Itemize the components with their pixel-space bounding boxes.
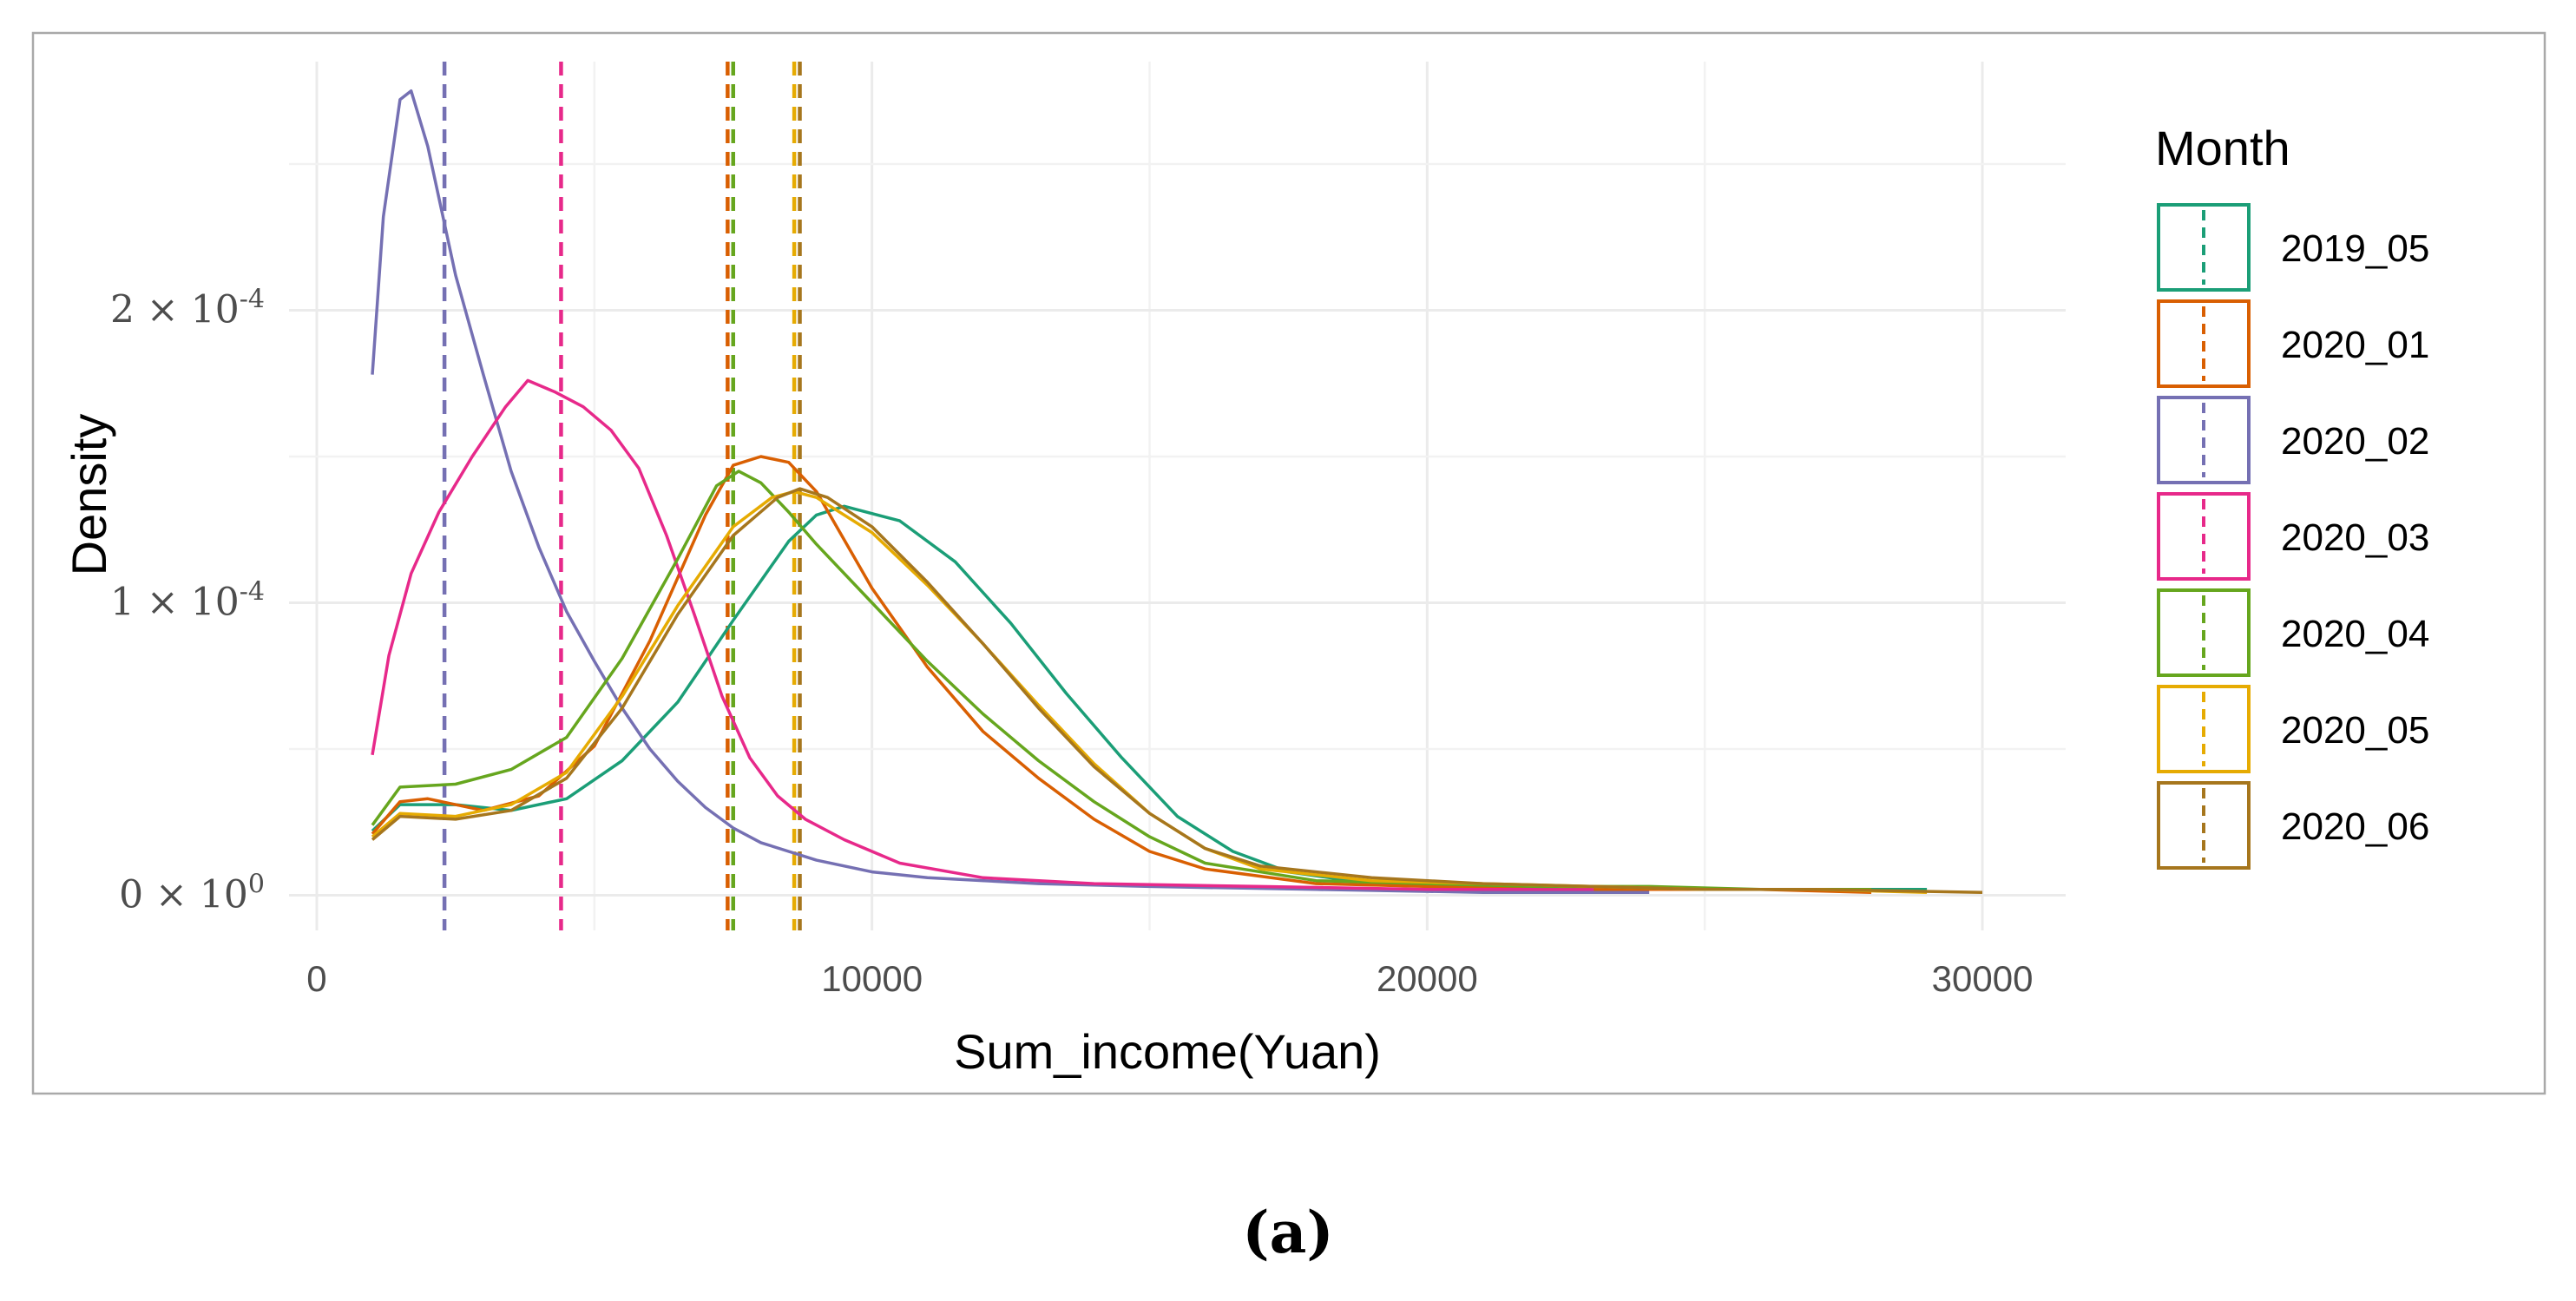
density-curves	[371, 89, 1983, 894]
y-tick-label: 0 × 100	[119, 870, 265, 917]
legend-label: 2020_06	[2281, 805, 2429, 848]
figure-caption: (a)	[1242, 1199, 1333, 1266]
legend-item-2020_02: 2020_02	[2157, 396, 2429, 484]
legend-item-2020_04: 2020_04	[2157, 588, 2429, 677]
y-tick-labels: 0 × 100 1 × 10-4 2 × 10-4	[110, 284, 265, 917]
legend-label: 2020_03	[2281, 516, 2429, 559]
legend-label: 2019_05	[2281, 227, 2429, 270]
legend-label: 2020_05	[2281, 709, 2429, 752]
legend-item-2020_03: 2020_03	[2157, 492, 2429, 581]
density-curve-2020_03	[371, 378, 1594, 891]
density-curve-2020_02	[371, 89, 1650, 894]
density-curve-2020_06	[371, 487, 1983, 894]
x-tick-label: 20000	[1377, 958, 1478, 999]
x-tick-labels: 0 10000 20000 30000	[306, 958, 2033, 999]
legend-item-2020_06: 2020_06	[2157, 781, 2429, 870]
x-tick-label: 30000	[1932, 958, 2034, 999]
x-tick-label: 0	[306, 958, 326, 999]
legend: Month 2019_05 2020_01 2020_02 2020_03 2020_0…	[2155, 121, 2429, 870]
legend-label: 2020_01	[2281, 324, 2429, 366]
legend-title: Month	[2155, 121, 2290, 175]
y-axis-title: Density	[62, 414, 116, 576]
legend-label: 2020_04	[2281, 613, 2429, 655]
x-tick-label: 10000	[821, 958, 923, 999]
legend-item-2020_01: 2020_01	[2157, 299, 2429, 388]
y-tick-label: 2 × 10-4	[110, 284, 265, 332]
legend-item-2019_05: 2019_05	[2157, 203, 2429, 292]
x-axis-title: Sum_income(Yuan)	[954, 1024, 1381, 1079]
plot-frame	[31, 31, 2546, 1095]
y-tick-label: 1 × 10-4	[110, 577, 265, 625]
legend-label: 2020_02	[2281, 420, 2429, 463]
legend-item-2020_05: 2020_05	[2157, 685, 2429, 773]
